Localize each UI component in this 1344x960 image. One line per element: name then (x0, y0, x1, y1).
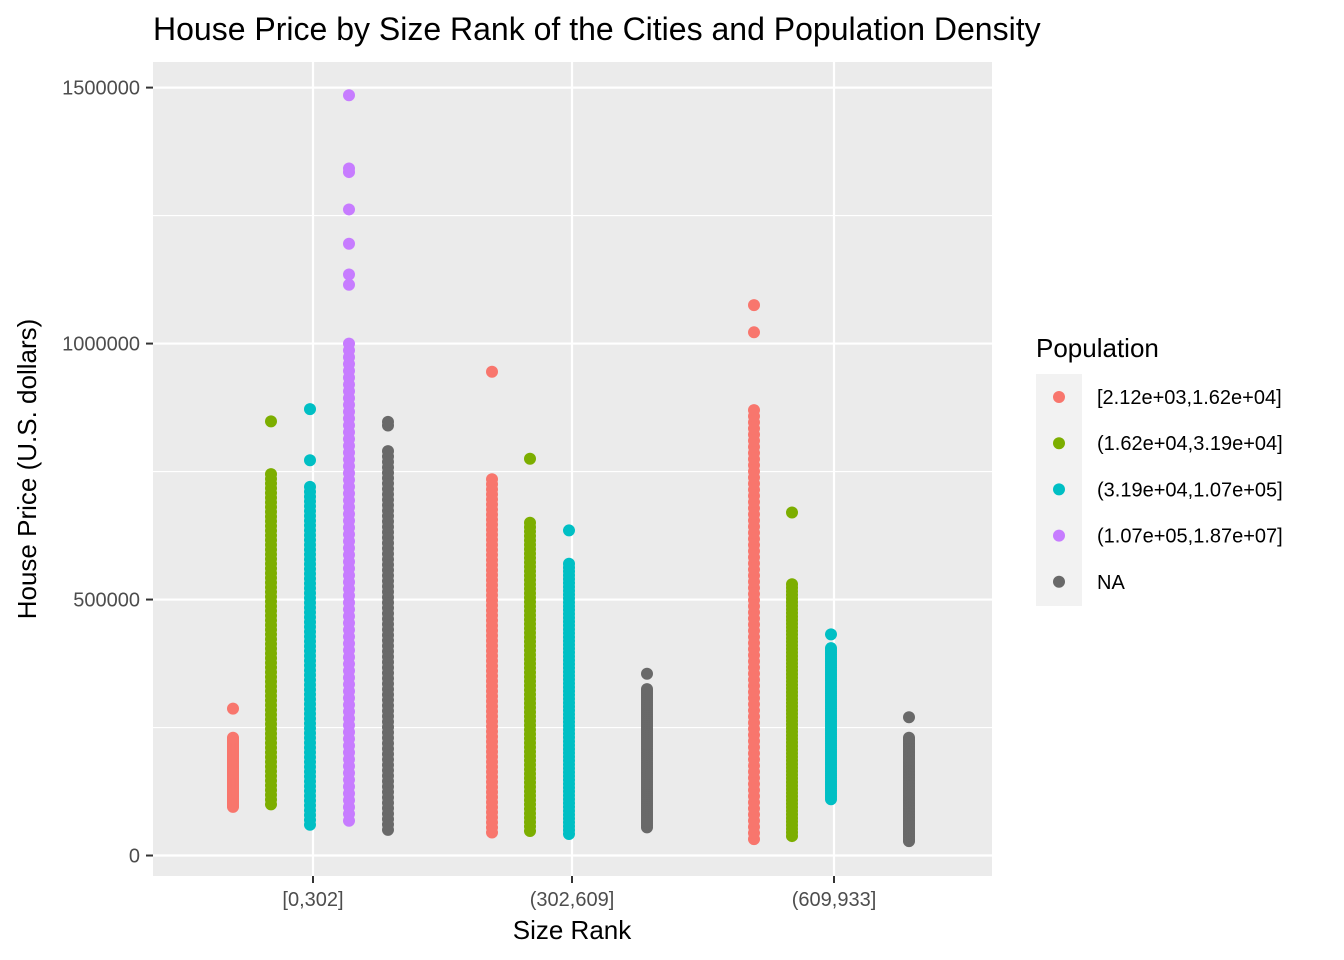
x-tick-label: (609,933] (792, 889, 877, 911)
chart-title: House Price by Size Rank of the Cities a… (153, 11, 1041, 47)
data-point (343, 162, 355, 175)
data-point (486, 365, 498, 378)
data-point (304, 454, 316, 467)
data-point (265, 468, 277, 481)
legend-title: Population (1036, 333, 1159, 363)
data-point (641, 667, 653, 680)
data-point (343, 268, 355, 281)
data-point (903, 731, 915, 744)
data-point (786, 578, 798, 591)
legend-label: (3.19e+04,1.07e+05] (1097, 479, 1283, 501)
data-point (265, 415, 277, 428)
y-tick-label: 1000000 (62, 334, 140, 356)
data-point (524, 516, 536, 529)
data-point (227, 702, 239, 715)
data-point (304, 480, 316, 493)
data-point (524, 452, 536, 465)
data-point (748, 299, 760, 312)
data-point (343, 237, 355, 250)
legend-key (1053, 529, 1065, 542)
data-point (825, 628, 837, 641)
x-tick-label: (302,609] (530, 889, 615, 911)
legend-label: NA (1097, 572, 1125, 594)
data-point (343, 89, 355, 102)
x-tick-label: [0,302] (282, 889, 343, 911)
data-point (343, 203, 355, 216)
legend-key (1053, 391, 1065, 403)
y-axis-title: House Price (U.S. dollars) (12, 319, 42, 620)
data-point (227, 731, 239, 744)
x-axis: [0,302] (302,609] (609,933] (282, 876, 876, 911)
data-point (563, 524, 575, 537)
data-point (748, 326, 760, 339)
data-points (227, 89, 915, 848)
legend-key (1053, 483, 1065, 496)
data-point (903, 711, 915, 724)
legend-key (1053, 437, 1065, 450)
x-axis-title: Size Rank (513, 915, 632, 945)
data-point (486, 473, 498, 486)
legend-label: [2.12e+03,1.62e+04] (1097, 387, 1282, 409)
legend-label: (1.62e+04,3.19e+04] (1097, 433, 1283, 455)
y-tick-label: 0 (129, 846, 140, 868)
data-point (641, 683, 653, 696)
data-point (748, 404, 760, 417)
data-point (304, 403, 316, 416)
legend-label: (1.07e+05,1.87e+07] (1097, 526, 1283, 548)
data-point (563, 557, 575, 570)
y-axis: 0 500000 1000000 1500000 (62, 78, 153, 868)
data-point (786, 506, 798, 519)
data-point (825, 642, 837, 655)
legend-key (1053, 575, 1065, 588)
data-point (382, 445, 394, 458)
data-point (343, 278, 355, 291)
y-tick-label: 1500000 (62, 78, 140, 100)
data-point (382, 415, 394, 428)
y-tick-label: 500000 (73, 590, 140, 612)
data-point (343, 337, 355, 350)
legend: Population [2.12e+03,1.62e+04] (1.62e+04,… (1036, 333, 1283, 606)
